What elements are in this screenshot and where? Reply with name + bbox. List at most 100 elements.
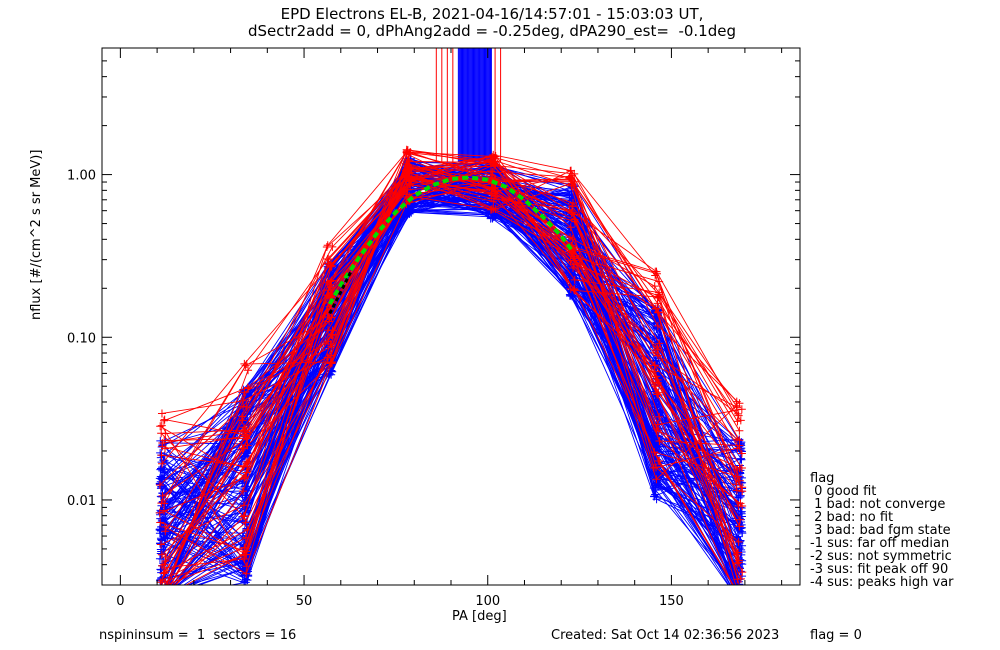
flux-marker	[160, 468, 169, 477]
flux-marker	[736, 508, 745, 517]
flux-marker	[737, 594, 745, 602]
flux-marker	[156, 594, 164, 602]
flux-marker	[156, 540, 165, 549]
flux-marker	[160, 594, 168, 602]
flux-marker	[241, 430, 250, 439]
flux-line	[185, 178, 742, 585]
flux-line	[174, 156, 741, 585]
flux-marker	[156, 518, 165, 527]
flux-marker	[405, 179, 414, 188]
flux-marker	[323, 241, 332, 250]
flux-marker	[405, 209, 414, 218]
flux-marker	[159, 594, 167, 602]
flux-marker	[736, 594, 744, 602]
flux-marker	[403, 160, 412, 169]
flux-marker	[404, 206, 413, 215]
flux-marker	[156, 594, 164, 602]
flux-marker	[733, 594, 741, 602]
flux-marker	[327, 342, 336, 351]
flux-marker	[736, 499, 745, 508]
flux-marker	[650, 492, 659, 501]
flux-marker	[161, 587, 169, 595]
flux-marker	[566, 256, 575, 265]
flux-marker	[733, 417, 742, 426]
legend-item: -1 sus: far off median	[810, 536, 950, 551]
flux-marker	[732, 594, 740, 602]
flux-marker	[733, 594, 741, 602]
chart-title-line2: dSectr2add = 0, dPhAng2add = -0.25deg, d…	[248, 22, 736, 40]
flux-marker	[737, 594, 745, 602]
data-layer	[155, 48, 747, 602]
flux-marker	[161, 585, 169, 593]
flux-marker	[155, 480, 164, 489]
flux-marker	[735, 476, 744, 485]
flux-line	[159, 183, 741, 514]
flux-marker	[238, 487, 247, 496]
y-axis-label: nflux [#/(cm^2 s sr MeV)]	[29, 149, 44, 320]
flux-marker	[738, 594, 746, 602]
flux-marker	[736, 515, 745, 524]
legend-item: -4 sus: peaks high var	[810, 575, 954, 590]
flux-marker	[734, 411, 743, 420]
flux-marker	[486, 167, 495, 176]
fit-curve-black	[328, 269, 354, 315]
flux-marker	[160, 589, 168, 597]
flux-marker	[155, 526, 164, 535]
flux-marker	[239, 550, 248, 559]
flux-marker	[239, 444, 248, 453]
flux-marker	[733, 559, 742, 568]
flux-marker	[651, 304, 660, 313]
flux-marker	[158, 594, 166, 602]
flux-marker	[159, 592, 167, 600]
flux-marker	[159, 594, 167, 602]
flux-marker	[734, 488, 743, 497]
flux-marker	[157, 409, 166, 418]
flux-marker	[158, 591, 166, 599]
flux-marker	[738, 483, 747, 492]
flux-marker	[157, 594, 165, 602]
flux-marker	[161, 593, 169, 601]
flux-marker	[242, 482, 251, 491]
fit-curve-green	[328, 175, 574, 306]
flux-marker	[737, 405, 746, 414]
flux-marker	[733, 594, 741, 602]
flux-marker	[158, 594, 166, 602]
axes-layer: 0 50 100 150 0.01 0.10 1.00	[67, 47, 800, 609]
flux-marker	[159, 587, 167, 595]
flux-marker	[157, 550, 166, 559]
flux-marker	[737, 594, 745, 602]
flux-marker	[653, 345, 662, 354]
flux-marker	[402, 147, 411, 156]
flux-marker	[327, 359, 336, 368]
flux-marker	[568, 292, 577, 301]
flux-marker	[402, 193, 411, 202]
flux-line	[161, 174, 743, 464]
footer-sectors: nspininsum = 1 sectors = 16	[99, 628, 297, 643]
flux-marker	[161, 582, 163, 585]
flux-marker	[159, 456, 168, 465]
flux-marker	[157, 586, 165, 594]
flux-marker	[161, 594, 169, 602]
flux-marker	[566, 175, 575, 184]
flux-marker	[490, 192, 499, 201]
flux-marker	[160, 594, 168, 602]
flux-marker	[156, 594, 164, 602]
flux-line	[161, 195, 738, 556]
flux-marker	[158, 459, 167, 468]
flux-marker	[569, 210, 578, 219]
flux-line	[172, 160, 740, 585]
flux-marker	[653, 321, 662, 330]
flux-marker	[324, 326, 333, 335]
flux-marker	[159, 416, 168, 425]
flux-marker	[160, 581, 162, 585]
flux-marker	[733, 594, 741, 602]
flux-marker	[565, 193, 574, 202]
flux-marker	[155, 554, 164, 563]
flux-marker	[242, 569, 251, 578]
flux-marker	[655, 412, 664, 421]
flux-marker	[649, 463, 658, 472]
flux-marker	[325, 369, 334, 378]
legend-title: flag	[810, 471, 835, 486]
flux-line	[165, 150, 740, 562]
flux-marker	[159, 594, 167, 602]
